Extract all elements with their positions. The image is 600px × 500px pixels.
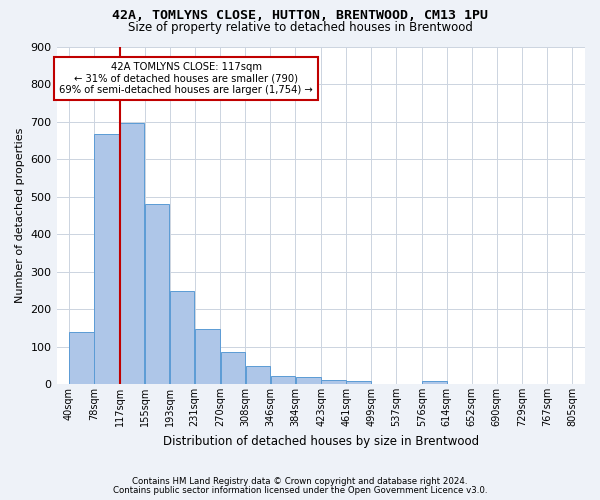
Text: Size of property relative to detached houses in Brentwood: Size of property relative to detached ho…	[128, 21, 472, 34]
Bar	[296, 378, 321, 384]
Bar	[145, 204, 169, 384]
X-axis label: Distribution of detached houses by size in Brentwood: Distribution of detached houses by size …	[163, 434, 479, 448]
Bar	[346, 381, 371, 384]
Text: Contains HM Land Registry data © Crown copyright and database right 2024.: Contains HM Land Registry data © Crown c…	[132, 477, 468, 486]
Bar	[245, 366, 270, 384]
Text: 42A TOMLYNS CLOSE: 117sqm
← 31% of detached houses are smaller (790)
69% of semi: 42A TOMLYNS CLOSE: 117sqm ← 31% of detac…	[59, 62, 313, 95]
Bar	[170, 292, 194, 384]
Bar	[422, 381, 446, 384]
Bar	[322, 380, 346, 384]
Bar	[271, 376, 295, 384]
Bar	[69, 332, 94, 384]
Text: 42A, TOMLYNS CLOSE, HUTTON, BRENTWOOD, CM13 1PU: 42A, TOMLYNS CLOSE, HUTTON, BRENTWOOD, C…	[112, 9, 488, 22]
Bar	[195, 328, 220, 384]
Text: Contains public sector information licensed under the Open Government Licence v3: Contains public sector information licen…	[113, 486, 487, 495]
Y-axis label: Number of detached properties: Number of detached properties	[15, 128, 25, 303]
Bar	[94, 134, 119, 384]
Bar	[120, 124, 145, 384]
Bar	[221, 352, 245, 384]
